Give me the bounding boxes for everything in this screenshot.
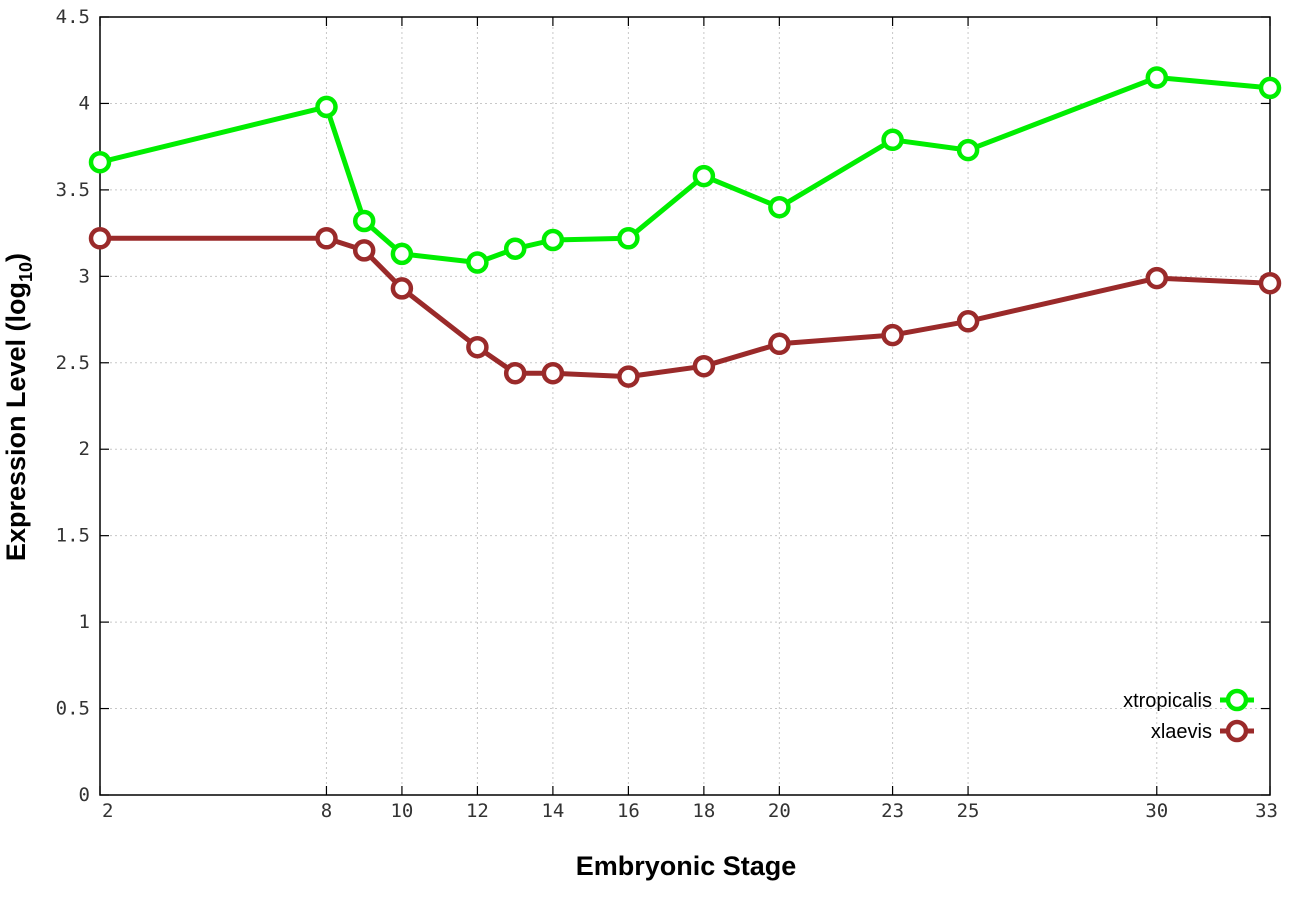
data-point-xtropicalis bbox=[352, 209, 376, 233]
x-tick-label: 25 bbox=[957, 800, 980, 822]
axis-ticks bbox=[99, 16, 1271, 796]
x-tick-label: 33 bbox=[1255, 800, 1278, 822]
data-point-xlaevis bbox=[617, 365, 640, 388]
y-axis-title: Expression Level (log10) bbox=[1, 253, 36, 561]
data-point-xlaevis bbox=[692, 354, 716, 378]
data-point-xlaevis bbox=[466, 335, 489, 359]
y-tick-label: 0 bbox=[79, 784, 90, 806]
y-axis-title-subscript: 10 bbox=[16, 262, 36, 282]
data-point-xlaevis bbox=[88, 227, 112, 250]
data-point-xlaevis bbox=[1145, 266, 1169, 290]
legend-item-xtropicalis: xtropicalis bbox=[1123, 688, 1254, 712]
data-point-xtropicalis bbox=[541, 228, 565, 252]
x-tick-label: 12 bbox=[466, 800, 489, 822]
legend-label-xlaevis: xlaevis bbox=[1151, 721, 1212, 743]
plot-frame bbox=[99, 16, 1271, 796]
data-point-xtropicalis bbox=[315, 95, 338, 119]
data-point-xtropicalis bbox=[617, 227, 640, 250]
x-tick-label: 2 bbox=[102, 800, 113, 822]
y-tick-label: 4 bbox=[79, 92, 90, 114]
data-point-xtropicalis bbox=[956, 138, 980, 162]
y-tick-label: 2 bbox=[79, 438, 90, 460]
y-tick-label: 1.5 bbox=[56, 525, 90, 547]
x-tick-label: 16 bbox=[617, 800, 640, 822]
legend: xtropicalis xlaevis bbox=[1123, 688, 1254, 743]
grid-lines bbox=[100, 17, 1270, 795]
data-point-xtropicalis bbox=[768, 195, 791, 219]
data-point-xtropicalis bbox=[1145, 66, 1169, 89]
series-layer bbox=[88, 66, 1282, 388]
x-tick-label: 20 bbox=[768, 800, 791, 822]
y-tick-label: 0.5 bbox=[56, 698, 90, 720]
data-point-xtropicalis bbox=[503, 237, 527, 260]
series-line-xlaevis bbox=[100, 235, 1271, 380]
x-tick-label: 10 bbox=[390, 800, 413, 822]
data-point-xtropicalis bbox=[1258, 76, 1282, 100]
data-point-xlaevis bbox=[956, 310, 980, 333]
legend-marker-xtropicalis bbox=[1225, 688, 1249, 712]
data-point-xtropicalis bbox=[881, 128, 904, 152]
x-tick-label: 30 bbox=[1145, 800, 1168, 822]
x-tick-label: 18 bbox=[692, 800, 715, 822]
legend-label-xtropicalis: xtropicalis bbox=[1123, 690, 1212, 712]
data-point-xlaevis bbox=[503, 361, 527, 385]
y-axis-title-main: Expression Level (log bbox=[1, 282, 31, 561]
data-point-xtropicalis bbox=[390, 242, 414, 266]
y-tick-label: 3.5 bbox=[56, 179, 90, 201]
x-tick-label: 23 bbox=[881, 800, 904, 822]
data-point-xlaevis bbox=[1258, 271, 1282, 295]
y-tick-label: 3 bbox=[79, 265, 90, 287]
series-line-xtropicalis bbox=[99, 75, 1271, 265]
series-xlaevis bbox=[88, 227, 1282, 388]
y-axis-title-close: ) bbox=[1, 253, 31, 262]
x-tick-label: 14 bbox=[541, 800, 564, 822]
data-point-xlaevis bbox=[768, 332, 791, 356]
y-tick-label: 2.5 bbox=[56, 352, 90, 374]
data-point-xtropicalis bbox=[466, 251, 489, 274]
series-xtropicalis bbox=[88, 66, 1282, 274]
data-point-xtropicalis bbox=[692, 164, 716, 188]
x-axis-title: Embryonic Stage bbox=[576, 851, 797, 881]
data-point-xlaevis bbox=[352, 239, 376, 262]
y-tick-label: 1 bbox=[79, 611, 90, 633]
tick-labels: 0 0.5 1 1.5 2 2.5 3 3.5 4 4.5 2 8 10 12 14 16 18 20 23 25 30… bbox=[56, 6, 1278, 822]
data-point-xtropicalis bbox=[88, 150, 112, 174]
data-point-xlaevis bbox=[390, 277, 414, 300]
data-point-xlaevis bbox=[881, 323, 904, 347]
legend-marker-xlaevis bbox=[1225, 719, 1249, 743]
x-tick-label: 8 bbox=[321, 800, 332, 822]
data-point-xlaevis bbox=[541, 361, 565, 385]
data-point-xlaevis bbox=[315, 227, 338, 250]
legend-item-xlaevis: xlaevis bbox=[1151, 719, 1254, 743]
y-tick-label: 4.5 bbox=[56, 6, 90, 28]
